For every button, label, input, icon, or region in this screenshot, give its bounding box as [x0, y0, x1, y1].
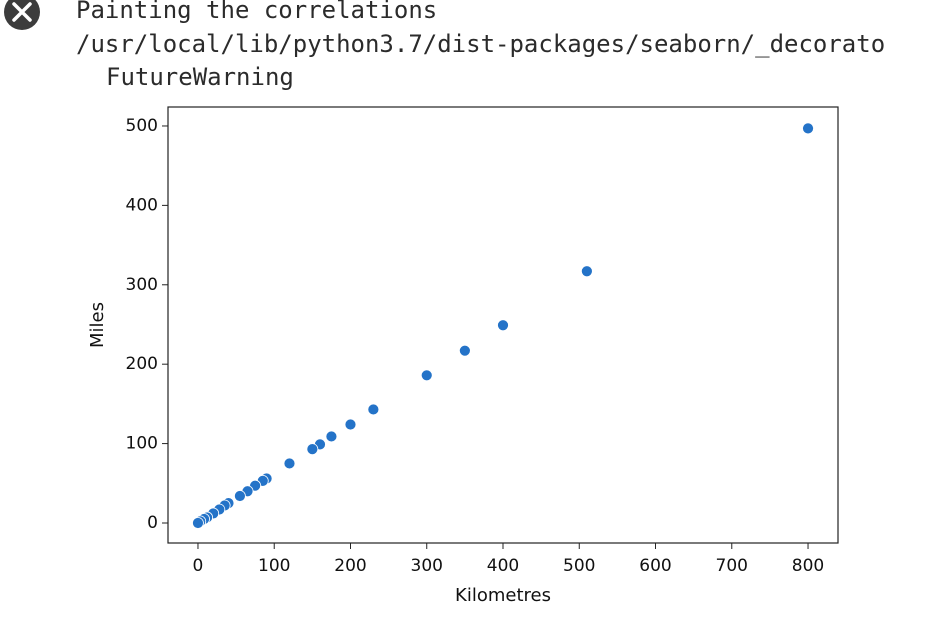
- x-tick-label: 100: [258, 556, 290, 576]
- y-tick-label: 500: [126, 116, 158, 136]
- x-tick-label: 700: [716, 556, 748, 576]
- y-tick-label: 300: [126, 275, 158, 295]
- scatter-point: [344, 418, 357, 431]
- x-tick-label: 800: [792, 556, 824, 576]
- y-tick-label: 200: [126, 354, 158, 374]
- scatter-point: [283, 457, 296, 470]
- x-tick-label: 200: [334, 556, 366, 576]
- output-line: /usr/local/lib/python3.7/dist-packages/s…: [76, 30, 885, 58]
- y-axis-label: Miles: [87, 302, 108, 348]
- x-tick-label: 300: [411, 556, 443, 576]
- scatter-point: [306, 443, 319, 456]
- scatter-point: [580, 265, 593, 278]
- scatter-point: [367, 403, 380, 416]
- x-tick-label: 0: [193, 556, 204, 576]
- scatter-point: [802, 122, 814, 135]
- y-tick-label: 400: [126, 195, 158, 215]
- y-tick-label: 0: [147, 513, 158, 533]
- scatter-point: [497, 319, 509, 332]
- output-line: FutureWarning: [106, 63, 294, 91]
- x-axis-label: Kilometres: [455, 585, 551, 606]
- y-tick-label: 100: [126, 434, 158, 454]
- x-tick-label: 400: [487, 556, 519, 576]
- x-tick-label: 600: [639, 556, 671, 576]
- scatter-point: [234, 490, 246, 502]
- close-icon[interactable]: [4, 0, 40, 30]
- scatter-point: [420, 369, 433, 382]
- scatter-point: [458, 344, 471, 357]
- scatter-point: [325, 430, 338, 443]
- output-line: Painting the correlations: [76, 0, 437, 24]
- close-icon-cross: [12, 2, 32, 22]
- clear-output-button[interactable]: [4, 0, 40, 30]
- x-tick-label: 500: [563, 556, 595, 576]
- scatter-point: [192, 517, 204, 529]
